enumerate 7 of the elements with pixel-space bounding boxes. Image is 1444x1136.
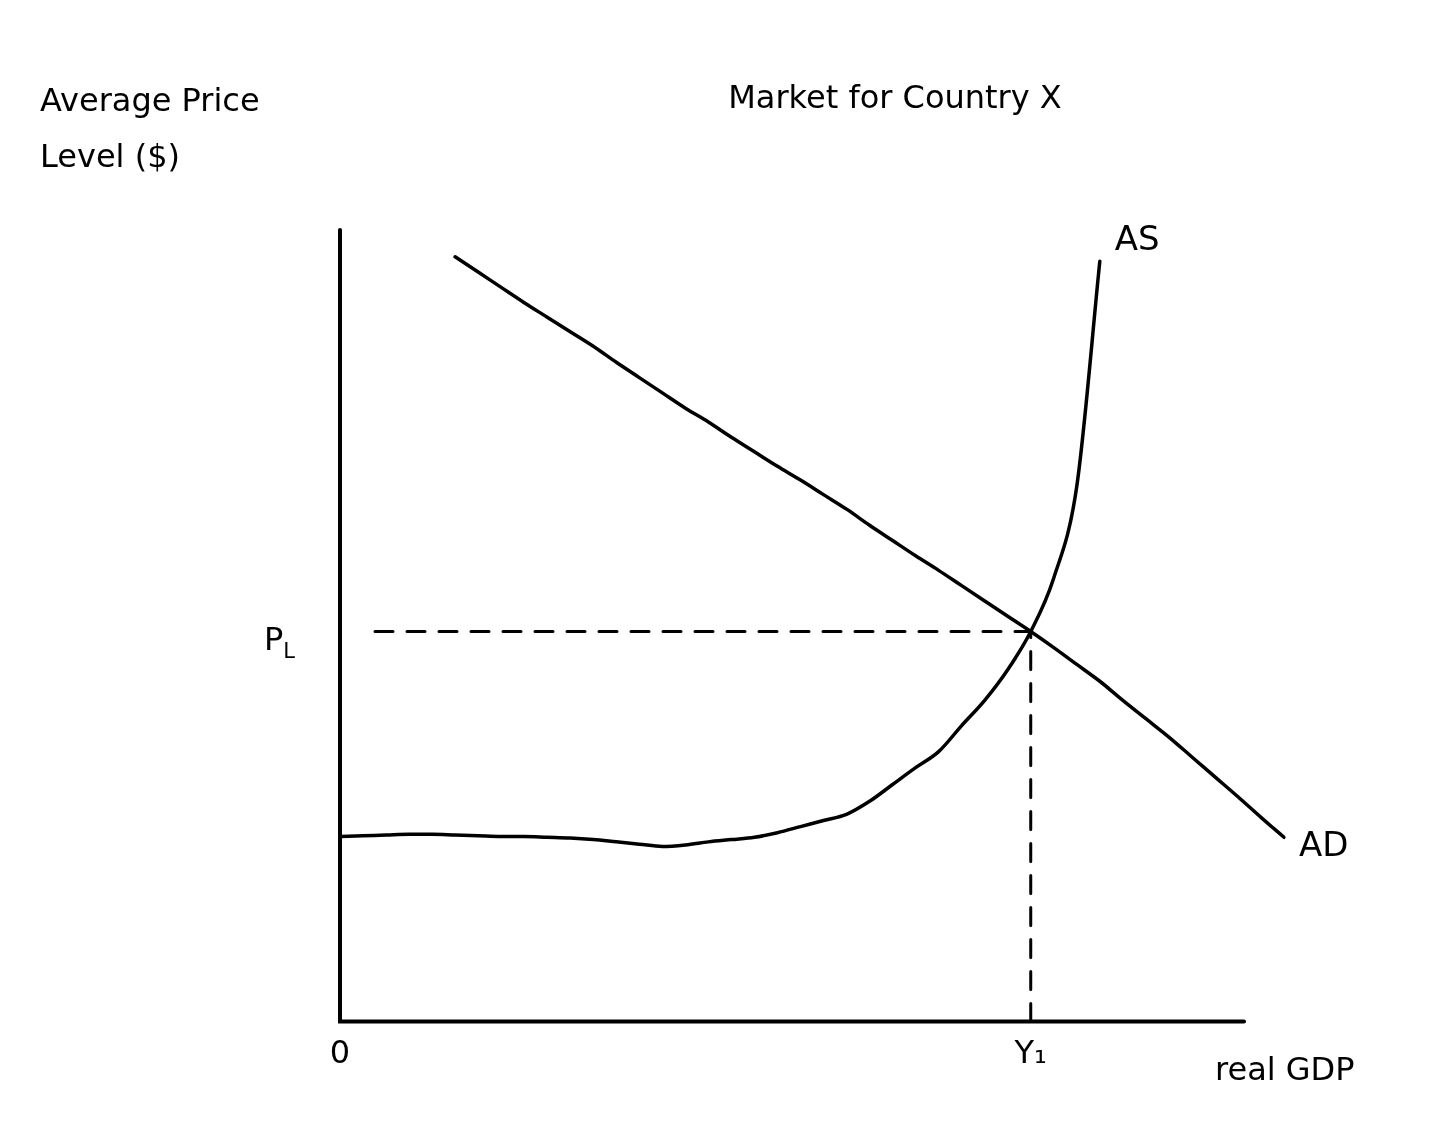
x-tick-label: 0	[329, 1033, 351, 1072]
x-axis-title: real GDP	[1215, 1050, 1355, 1088]
series-label: AD	[1299, 824, 1349, 865]
chart-title: Market for Country X	[727, 78, 1063, 116]
y-axis-title: Average Price Level ($)	[40, 80, 261, 177]
series-label: AS	[1114, 218, 1160, 259]
x-tick-label: Y₁	[1013, 1033, 1047, 1072]
